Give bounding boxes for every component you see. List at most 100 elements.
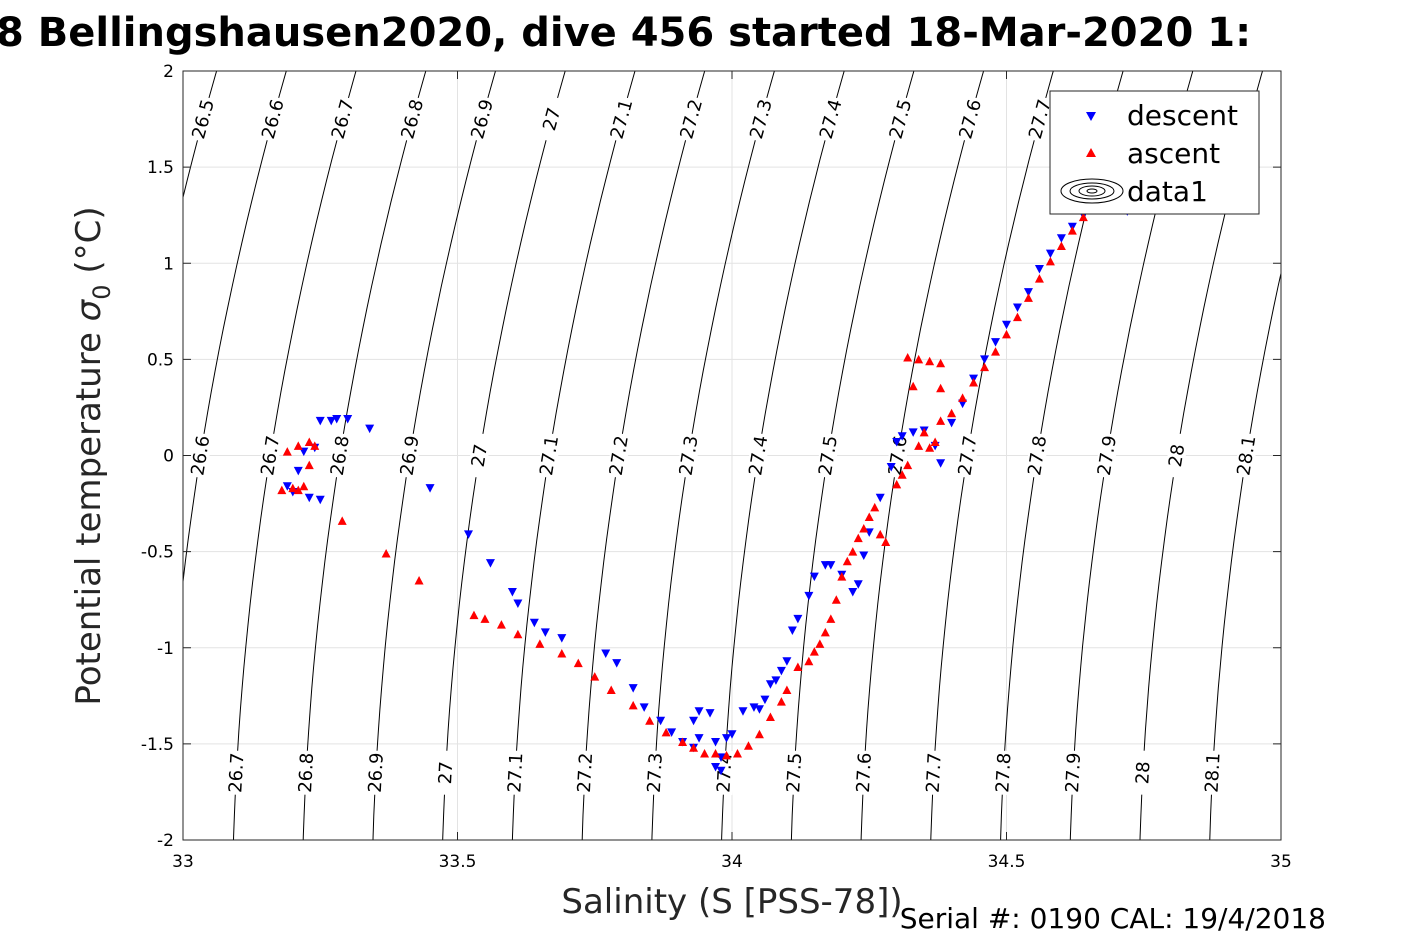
isopycnal-label-gap xyxy=(1062,750,1084,796)
ascent-point xyxy=(513,629,523,639)
isopycnal-label-gap xyxy=(188,432,213,479)
isopycnal-label-gap xyxy=(886,95,915,143)
legend: descent ascent data1 xyxy=(1049,90,1260,215)
legend-data1-contour-icon xyxy=(1060,178,1124,204)
ascent-point xyxy=(310,441,320,450)
ascent-point xyxy=(936,383,946,393)
isopycnal-label-gap xyxy=(607,95,636,143)
isopycnal-label-gap xyxy=(1234,432,1259,479)
ascent-point xyxy=(925,356,935,366)
descent-point xyxy=(771,676,781,685)
ascent-point xyxy=(875,529,885,539)
isopycnal-label-gap xyxy=(1025,95,1055,143)
legend-ascent-marker xyxy=(1086,148,1096,157)
descent-point xyxy=(848,587,858,597)
ascent-point xyxy=(535,639,545,648)
x-tick-label: 34.5 xyxy=(988,852,1026,872)
ascent-point xyxy=(645,716,655,725)
ascent-point xyxy=(293,441,303,450)
isopycnal-label-gap xyxy=(955,95,985,143)
isopycnal-label-gap xyxy=(397,432,422,479)
x-tick-label: 35 xyxy=(1270,852,1292,872)
isopycnal-label-gap xyxy=(714,750,735,796)
ascent-point xyxy=(903,460,913,470)
isopycnal-label: 27.7 xyxy=(923,752,946,793)
ascent-point xyxy=(958,393,968,402)
ascent-point xyxy=(337,516,347,525)
ascent-point xyxy=(293,485,303,495)
y-axis-label: Potential temperature σ0 (°C) xyxy=(69,206,116,705)
ascent-point xyxy=(1045,256,1055,266)
descent-point xyxy=(293,466,303,476)
descent-point xyxy=(425,484,435,493)
ascent-point xyxy=(711,748,721,758)
ascent-point xyxy=(754,729,764,739)
isopycnal-label-gap xyxy=(1094,432,1120,479)
isopycnal-label-gap xyxy=(467,95,497,143)
isopycnal-label-gap xyxy=(815,432,841,479)
descent-point xyxy=(601,649,611,659)
isopycnal-label-gap xyxy=(676,432,701,479)
isopycnal-label-gap xyxy=(853,750,875,796)
descent-point xyxy=(1023,288,1033,297)
ascent-point xyxy=(804,656,814,666)
isopycnal-label: 27.2 xyxy=(574,752,597,793)
descent-point xyxy=(875,493,885,503)
ascent-point xyxy=(919,427,929,437)
ascent-point xyxy=(991,347,1001,356)
descent-point xyxy=(892,438,902,447)
ascent-point xyxy=(793,662,803,671)
descent-point xyxy=(908,428,918,437)
descent-point xyxy=(463,530,473,539)
descent-point xyxy=(826,561,836,570)
isopycnal-label: 27.1 xyxy=(504,752,527,793)
isopycnal-label: 27.3 xyxy=(644,752,667,793)
descent-point xyxy=(760,695,770,705)
isopycnal-label-gap xyxy=(505,750,526,796)
ascent-point xyxy=(414,575,424,585)
descent-point xyxy=(793,614,803,624)
descent-point xyxy=(540,628,550,637)
ascent-point xyxy=(853,533,863,543)
ascent-point xyxy=(809,647,819,656)
descent-point xyxy=(365,424,375,434)
ascent-point xyxy=(304,460,314,470)
ascent-point xyxy=(870,502,880,512)
descent-point xyxy=(947,418,957,428)
x-tick-label: 34 xyxy=(721,852,743,872)
ascent-point xyxy=(1002,329,1011,339)
y-tick-label: 0 xyxy=(163,447,174,467)
x-tick-label: 33.5 xyxy=(439,852,477,872)
descent-point xyxy=(529,618,539,628)
ascent-point xyxy=(661,727,671,737)
isopycnal-label-gap xyxy=(257,432,283,479)
ascent-point xyxy=(881,537,891,547)
descent-point xyxy=(782,657,792,666)
y-tick-label: 0.5 xyxy=(147,350,174,370)
descent-point xyxy=(343,414,353,424)
isopycnal-label: 27.6 xyxy=(853,752,876,793)
y-tick-label: 1 xyxy=(163,254,174,274)
isopycnal-label-gap xyxy=(784,750,805,796)
descent-point xyxy=(727,730,737,739)
ascent-point xyxy=(1034,274,1044,283)
ascent-point xyxy=(908,381,918,391)
isopycnal-label-gap xyxy=(365,750,386,796)
descent-point xyxy=(326,416,336,426)
isopycnal-label: 26.7 xyxy=(225,752,248,793)
isopycnal-label: 26.9 xyxy=(365,752,388,793)
descent-point xyxy=(991,338,1001,347)
ascent-point xyxy=(831,595,841,604)
ascent-point xyxy=(480,614,490,623)
ascent-point xyxy=(496,620,506,629)
isopycnal-label: 27 xyxy=(435,761,457,785)
isopycnal-label: 27.8 xyxy=(992,752,1015,793)
ascent-point xyxy=(903,352,913,362)
descent-point xyxy=(656,716,666,726)
ascent-point xyxy=(288,483,298,493)
isopycnal-label: 27 xyxy=(468,443,492,469)
isopycnal-label-gap xyxy=(258,95,288,143)
x-axis-label: Salinity (S [PSS-78]) xyxy=(561,882,902,922)
descent-point xyxy=(705,709,715,718)
